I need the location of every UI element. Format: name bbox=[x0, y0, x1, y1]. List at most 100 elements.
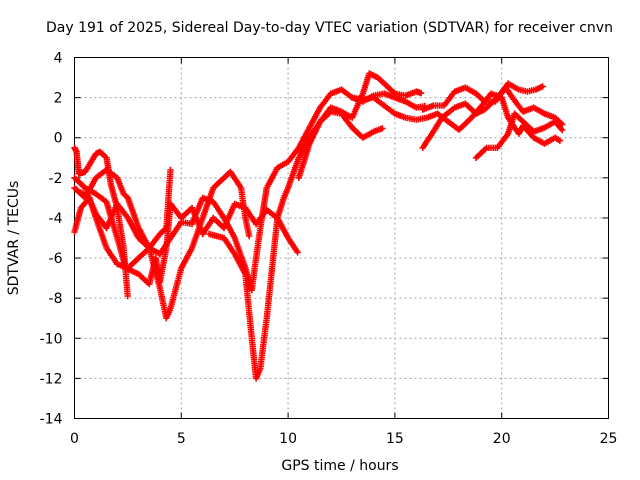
data-point-markers bbox=[511, 110, 525, 124]
data-point-markers bbox=[530, 134, 546, 146]
data-point-markers bbox=[210, 198, 226, 220]
data-point-markers bbox=[156, 226, 168, 238]
data-point-markers bbox=[284, 146, 301, 165]
data-point-markers bbox=[274, 196, 287, 222]
data-point-markers bbox=[188, 196, 205, 228]
data-point-markers bbox=[504, 112, 518, 137]
y-tick-label: -14 bbox=[40, 412, 63, 428]
data-point-markers bbox=[349, 124, 365, 140]
data-point-markers bbox=[530, 104, 546, 116]
data-point-markers bbox=[242, 214, 253, 240]
data-point-markers bbox=[381, 102, 397, 116]
data-point-markers bbox=[519, 118, 536, 134]
data-point-markers bbox=[269, 216, 281, 262]
data-point-markers bbox=[124, 214, 141, 240]
data-point-markers bbox=[494, 132, 511, 151]
chart-title: Day 191 of 2025, Sidereal Day-to-day VTE… bbox=[46, 20, 613, 36]
data-point-markers bbox=[306, 106, 323, 131]
data-point-markers bbox=[440, 90, 457, 109]
x-axis-label: GPS time / hours bbox=[281, 458, 398, 474]
y-tick-label: -6 bbox=[49, 251, 63, 267]
data-point-markers bbox=[295, 142, 312, 181]
data-point-markers bbox=[163, 166, 174, 232]
data-point-markers bbox=[381, 80, 397, 96]
x-tick-label: 5 bbox=[177, 431, 186, 447]
data-point-markers bbox=[220, 234, 237, 256]
data-point-markers bbox=[124, 256, 141, 272]
data-point-markers bbox=[472, 146, 489, 161]
data-point-markers bbox=[438, 105, 457, 121]
data-point-markers bbox=[370, 94, 386, 108]
series-track-10 bbox=[419, 84, 566, 128]
data-point-markers bbox=[167, 220, 184, 242]
data-point-markers bbox=[220, 214, 237, 240]
data-point-markers bbox=[284, 156, 302, 192]
data-point-markers bbox=[146, 232, 162, 252]
x-tick-label: 10 bbox=[279, 431, 297, 447]
data-point-markers bbox=[263, 257, 277, 322]
data-point-markers bbox=[242, 270, 255, 340]
data-point-markers bbox=[71, 206, 84, 236]
data-point-markers bbox=[231, 250, 248, 276]
data-point-markers bbox=[82, 176, 99, 202]
data-point-markers bbox=[71, 174, 87, 190]
x-tick-label: 15 bbox=[386, 431, 404, 447]
data-point-markers bbox=[551, 114, 566, 128]
data-point-markers bbox=[402, 98, 418, 110]
data-point-markers bbox=[227, 168, 244, 190]
y-tick-label: -8 bbox=[49, 291, 63, 307]
data-point-markers bbox=[504, 80, 521, 92]
x-tick-label: 0 bbox=[70, 431, 79, 447]
data-point-markers bbox=[252, 212, 266, 262]
x-tick-labels: 0 5 10 15 20 25 bbox=[70, 431, 617, 447]
plot-border bbox=[74, 57, 609, 419]
data-point-markers bbox=[306, 120, 323, 147]
data-point-markers bbox=[284, 234, 301, 256]
data-point-markers bbox=[370, 125, 386, 135]
data-point-markers bbox=[419, 130, 436, 151]
data-point-markers bbox=[472, 90, 487, 104]
x-tick-label: 20 bbox=[493, 431, 511, 447]
data-point-markers bbox=[156, 236, 173, 258]
data-point-markers bbox=[338, 86, 354, 100]
y-tick-label: -10 bbox=[40, 331, 63, 347]
data-point-markers bbox=[502, 84, 515, 100]
data-point-markers bbox=[237, 184, 249, 219]
data-point-markers bbox=[541, 135, 557, 147]
data-point-markers bbox=[462, 84, 478, 96]
data-point-markers bbox=[248, 257, 259, 294]
data-point-markers bbox=[430, 116, 444, 135]
series-track-7 bbox=[295, 70, 425, 181]
data-point-markers bbox=[519, 122, 536, 140]
data-point-markers bbox=[96, 148, 109, 160]
data-point-markers bbox=[455, 117, 472, 133]
data-point-markers bbox=[71, 144, 80, 154]
data-point-markers bbox=[188, 216, 206, 252]
y-tick-label: -2 bbox=[49, 171, 63, 187]
x-tick-label: 25 bbox=[600, 431, 618, 447]
data-point-markers bbox=[551, 118, 566, 134]
data-point-markers bbox=[82, 152, 98, 175]
y-tick-label: 2 bbox=[54, 91, 63, 107]
data-point-markers bbox=[92, 149, 102, 157]
data-point-markers bbox=[316, 92, 333, 111]
y-tick-labels: -14 -12 -10 -8 -6 -4 -2 0 2 4 bbox=[40, 51, 63, 428]
grid bbox=[74, 57, 609, 419]
data-point-markers bbox=[120, 190, 130, 200]
data-point-markers bbox=[280, 186, 291, 202]
y-tick-label: -12 bbox=[40, 371, 63, 387]
y-tick-label: 0 bbox=[54, 131, 63, 147]
data-point-markers bbox=[167, 267, 184, 312]
series-track-9 bbox=[419, 80, 546, 151]
data-point-markers bbox=[263, 166, 280, 192]
data-point-markers bbox=[532, 83, 546, 93]
data-point-markers bbox=[114, 200, 130, 220]
series-track-3 bbox=[71, 168, 253, 322]
data-point-markers bbox=[257, 317, 270, 372]
data-point-markers bbox=[124, 194, 142, 230]
data-point-markers bbox=[359, 129, 375, 141]
data-point-markers bbox=[551, 134, 564, 144]
data-point-markers bbox=[210, 176, 226, 192]
